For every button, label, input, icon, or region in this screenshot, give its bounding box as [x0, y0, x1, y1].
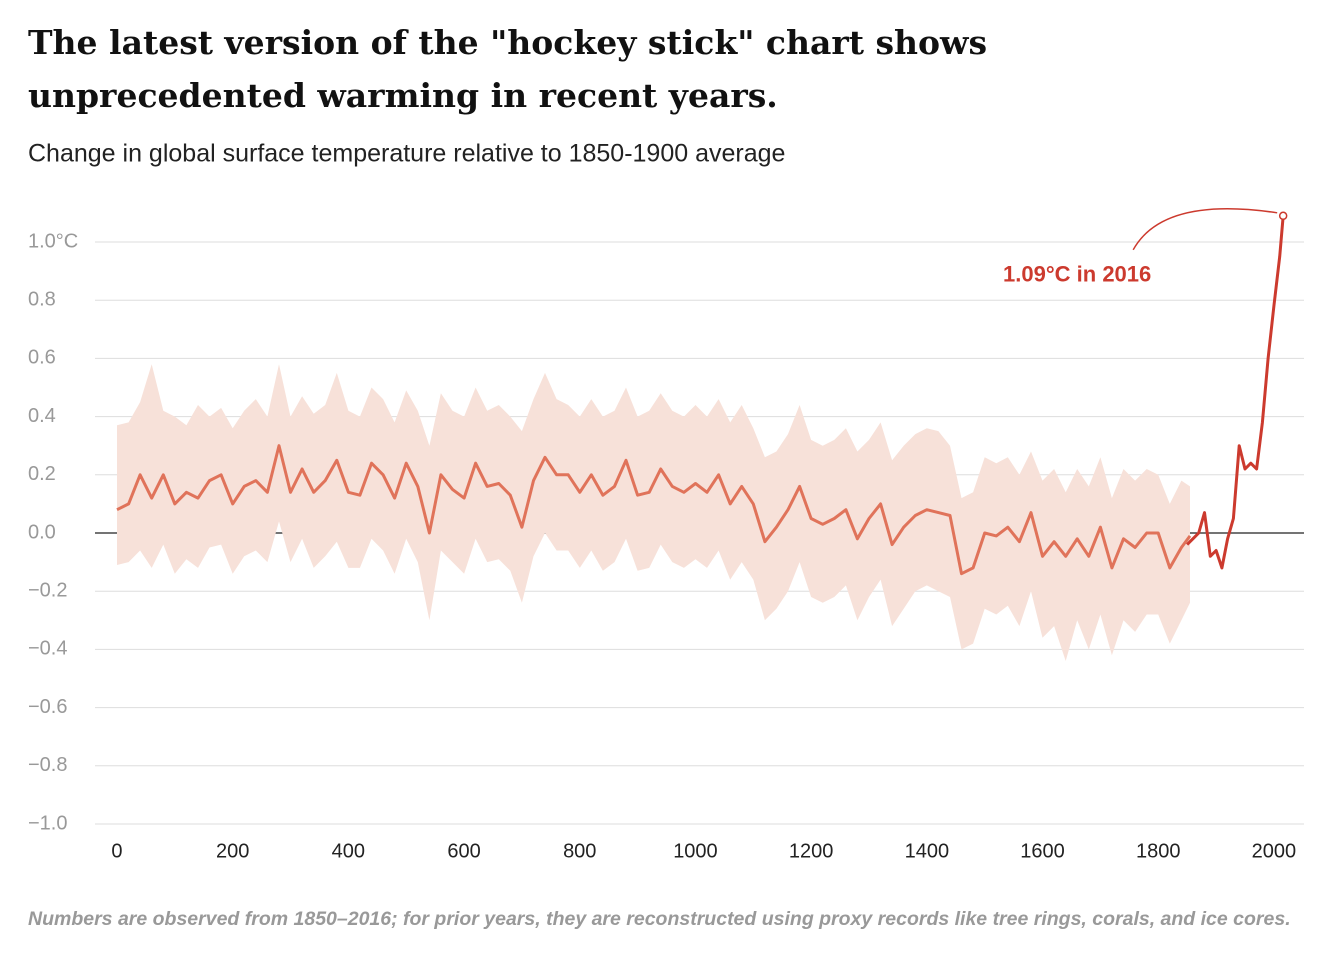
x-tick-label: 400 — [332, 840, 365, 862]
chart-title: The latest version of the "hockey stick"… — [28, 23, 987, 115]
annotation-connector — [1132, 207, 1278, 251]
footnote-line: Numbers are observed from 1850–2016; for… — [28, 908, 1291, 930]
x-tick-label: 1800 — [1136, 840, 1181, 862]
y-tick-label: −0.4 — [28, 638, 67, 660]
x-tick-label: 1200 — [789, 840, 834, 862]
x-tick-label: 600 — [447, 840, 480, 862]
x-tick-label: 1600 — [1020, 840, 1065, 862]
y-tick-label: −1.0 — [28, 812, 67, 834]
highlight-point — [1278, 211, 1288, 221]
y-tick-label: 0.6 — [28, 347, 56, 369]
y-tick-label: 0.2 — [28, 463, 56, 485]
reconstruction-line — [116, 444, 1192, 576]
chart-title-line: The latest version of the "hockey stick"… — [28, 23, 987, 62]
y-tick-label: 0.8 — [28, 288, 56, 310]
chart-subtitle: Change in global surface temperature rel… — [28, 140, 785, 168]
y-tick-label: −0.8 — [28, 754, 67, 776]
x-tick-label: 200 — [216, 840, 249, 862]
y-tick-label: −0.6 — [28, 696, 67, 718]
chart-title-line: unprecedented warming in recent years. — [28, 76, 778, 115]
footnote: Numbers are observed from 1850–2016; for… — [28, 908, 1291, 930]
x-tick-label: 0 — [111, 840, 122, 862]
x-tick-label: 2000 — [1252, 840, 1297, 862]
uncertainty-band — [117, 364, 1190, 661]
x-tick-label: 1400 — [905, 840, 950, 862]
y-tick-label: 0.4 — [28, 405, 56, 427]
y-tick-label: 1.0°C — [28, 230, 78, 252]
observed-line — [1186, 215, 1285, 570]
y-tick-label: −0.2 — [28, 579, 67, 601]
x-tick-label: 1000 — [673, 840, 718, 862]
annotation-label: 1.09°C in 2016 — [1003, 262, 1151, 287]
x-tick-label: 800 — [563, 840, 596, 862]
y-tick-label: 0.0 — [28, 521, 56, 543]
